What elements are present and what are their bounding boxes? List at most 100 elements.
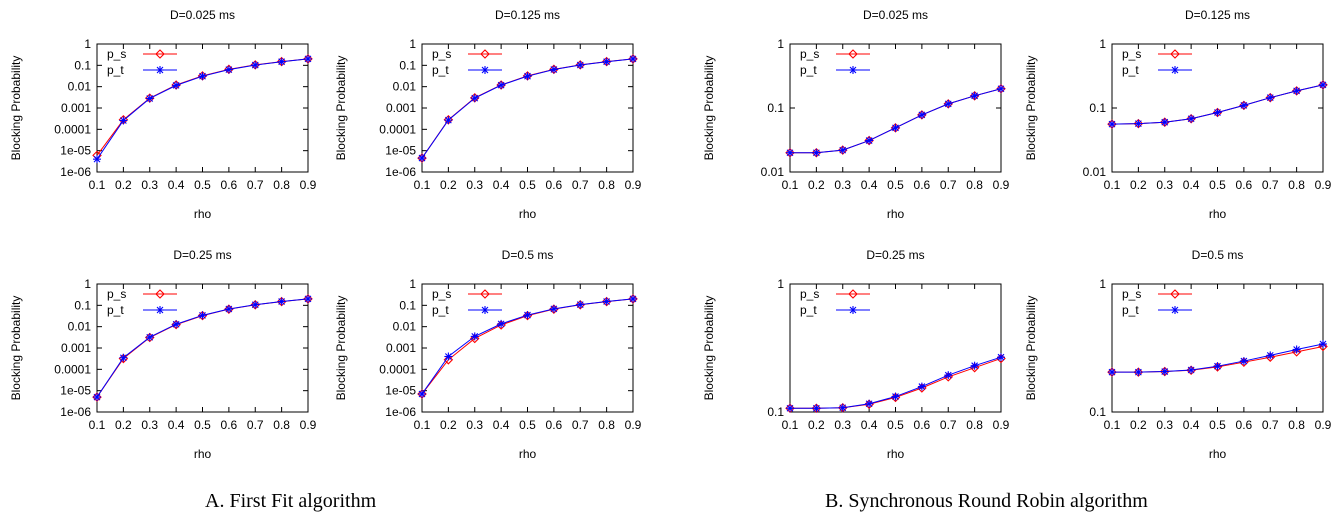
data-point — [1318, 341, 1328, 352]
legend-label: p_t — [800, 303, 817, 317]
x-tick-label: 0.3 — [141, 178, 158, 192]
x-tick-label: 0.8 — [598, 418, 615, 432]
legend-marker — [848, 289, 858, 299]
plot-frame — [789, 43, 1002, 173]
data-point — [1160, 367, 1169, 376]
y-tick-label: 1 — [777, 37, 784, 51]
y-axis-label: Blocking Probability — [1024, 296, 1038, 401]
x-tick-label: 0.3 — [141, 418, 158, 432]
legend-label: p_t — [432, 63, 449, 77]
x-tick-label: 0.3 — [1156, 178, 1173, 192]
legend-marker — [156, 66, 164, 74]
y-tick-label: 0.01 — [68, 80, 92, 94]
x-tick-label: 0.6 — [1236, 418, 1253, 432]
y-tick-label: 1e-05 — [60, 144, 91, 158]
chart-title: D=0.025 ms — [170, 8, 235, 22]
data-point — [891, 392, 900, 401]
x-tick-label: 0.2 — [808, 418, 825, 432]
series-p-s — [92, 294, 313, 402]
data-point — [93, 155, 101, 164]
series-line — [1111, 84, 1324, 125]
legend-marker — [480, 289, 490, 299]
data-point — [576, 300, 585, 309]
x-tick-label: 0.4 — [493, 418, 510, 432]
x-tick-label: 0.5 — [1209, 418, 1226, 432]
x-tick-label: 0.7 — [940, 418, 957, 432]
data-point — [811, 403, 822, 414]
y-tick-label: 0.1 — [74, 58, 91, 72]
x-tick-label: 0.6 — [221, 178, 238, 192]
x-axis-label: rho — [887, 207, 905, 221]
chart-rr-d0125: D=0.125 ms 0.01 0.1 1 0.1 0.2 0.3 0.4 0.5 0.6 0.7 0… — [1015, 0, 1336, 240]
x-tick-label: 0.9 — [625, 178, 642, 192]
y-tick-label: 0.001 — [61, 101, 91, 115]
data-point — [1239, 357, 1248, 366]
x-tick-label: 0.7 — [572, 178, 589, 192]
y-axis-label: Blocking Probability — [334, 296, 348, 401]
legend-label: p_s — [107, 287, 126, 301]
legend-marker — [480, 49, 490, 59]
data-point — [917, 110, 926, 119]
chart-svg: D=0.025 ms0.010.110.1 0.2 0.3 0.4 0.5 0.6 0.7 0… — [702, 8, 1010, 221]
data-point — [198, 72, 207, 81]
data-point — [93, 393, 101, 402]
y-tick-label: 0.001 — [61, 341, 91, 355]
y-tick-label: 0.0001 — [379, 362, 416, 376]
data-point — [1319, 80, 1327, 89]
data-point — [628, 294, 638, 304]
data-point — [250, 300, 261, 310]
chart-ff-d05: D=0.5 ms 1e-06 1e-05 0.0001 0.001 0.01 0.1 1 0.1… — [325, 240, 655, 480]
chart-title: D=0.125 ms — [495, 8, 560, 22]
legend-label: p_s — [107, 47, 126, 61]
y-tick-label: 0.01 — [1083, 165, 1107, 179]
data-point — [812, 404, 821, 413]
x-tick-label: 0.4 — [168, 178, 185, 192]
data-point — [865, 136, 874, 145]
legend-marker — [848, 49, 858, 59]
series-p-s — [92, 54, 313, 161]
y-tick-label: 0.1 — [74, 298, 91, 312]
x-tick-label: 0.8 — [966, 178, 983, 192]
x-axis-label: rho — [1209, 447, 1227, 461]
data-point — [145, 94, 154, 103]
legend-marker — [155, 49, 165, 59]
data-point — [1292, 345, 1301, 354]
y-tick-label: 0.0001 — [379, 122, 416, 136]
legend-marker — [849, 306, 857, 314]
x-tick-label: 0.6 — [546, 418, 563, 432]
data-point — [444, 352, 453, 361]
legend-marker — [155, 289, 165, 299]
y-tick-label: 0.001 — [386, 101, 416, 115]
x-axis-label: rho — [887, 447, 905, 461]
x-tick-label: 0.5 — [194, 418, 211, 432]
x-tick-label: 0.2 — [808, 178, 825, 192]
x-tick-label: 0.2 — [115, 418, 132, 432]
legend-label: p_s — [432, 47, 451, 61]
data-point — [1266, 351, 1275, 360]
data-point — [838, 146, 847, 155]
data-point — [1319, 339, 1327, 348]
y-axis-label: Blocking Probability — [334, 56, 348, 161]
x-tick-label: 0.2 — [115, 178, 132, 192]
data-point — [549, 304, 558, 313]
y-tick-label: 0.1 — [767, 101, 784, 115]
x-tick-label: 0.5 — [194, 178, 211, 192]
data-point — [1160, 118, 1169, 127]
data-point — [785, 403, 795, 414]
x-tick-label: 0.8 — [273, 418, 290, 432]
x-tick-label: 0.7 — [1262, 178, 1279, 192]
x-tick-label: 0.4 — [861, 418, 878, 432]
y-tick-label: 0.1 — [399, 58, 416, 72]
chart-title: D=0.5 ms — [1192, 248, 1244, 262]
y-tick-label: 1 — [1099, 37, 1106, 51]
y-tick-label: 0.1 — [1089, 101, 1106, 115]
data-point — [251, 61, 260, 70]
legend-label: p_s — [800, 287, 819, 301]
x-tick-label: 0.8 — [598, 178, 615, 192]
data-point — [523, 72, 532, 81]
chart-svg: D=0.025 ms 1e-06 1e-05 0.0001 0.001 0.01 0.1 1 0… — [9, 8, 317, 221]
data-point — [812, 148, 821, 157]
x-tick-label: 0.1 — [414, 178, 431, 192]
plot-frame — [96, 43, 309, 173]
data-point — [1133, 367, 1144, 377]
